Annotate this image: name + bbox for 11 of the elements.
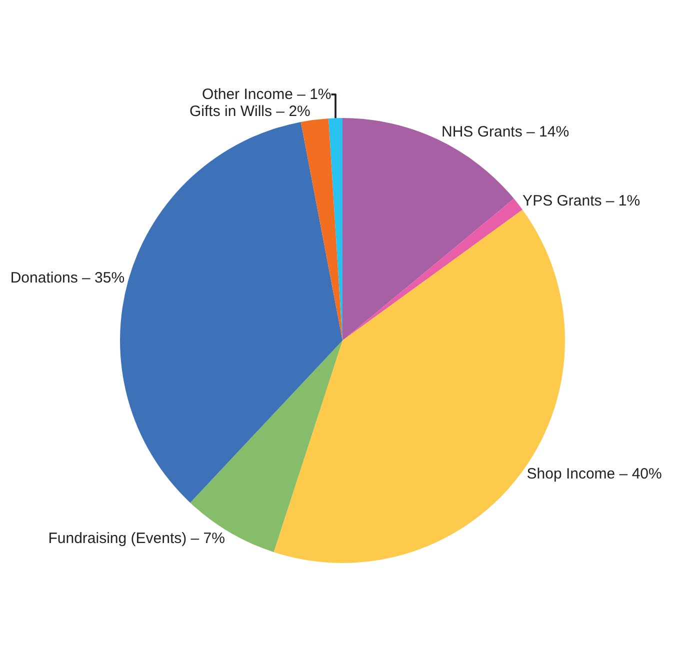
slice-label: Shop Income – 40% [526,466,662,483]
pie-slice [190,340,342,552]
slice-label: Gifts in Wills – 2% [190,102,310,120]
slice-label: Other Income – 1% [202,86,332,103]
slice-label: YPS Grants – 1% [522,192,640,210]
slice-label: NHS Grants – 14% [441,124,570,141]
slice-label: Fundraising (Events) – 7% [48,530,225,547]
pie-slice [342,198,523,340]
pie-slice [300,118,342,340]
slice-label: Donations – 35% [10,269,125,286]
pie-slice [274,210,565,563]
